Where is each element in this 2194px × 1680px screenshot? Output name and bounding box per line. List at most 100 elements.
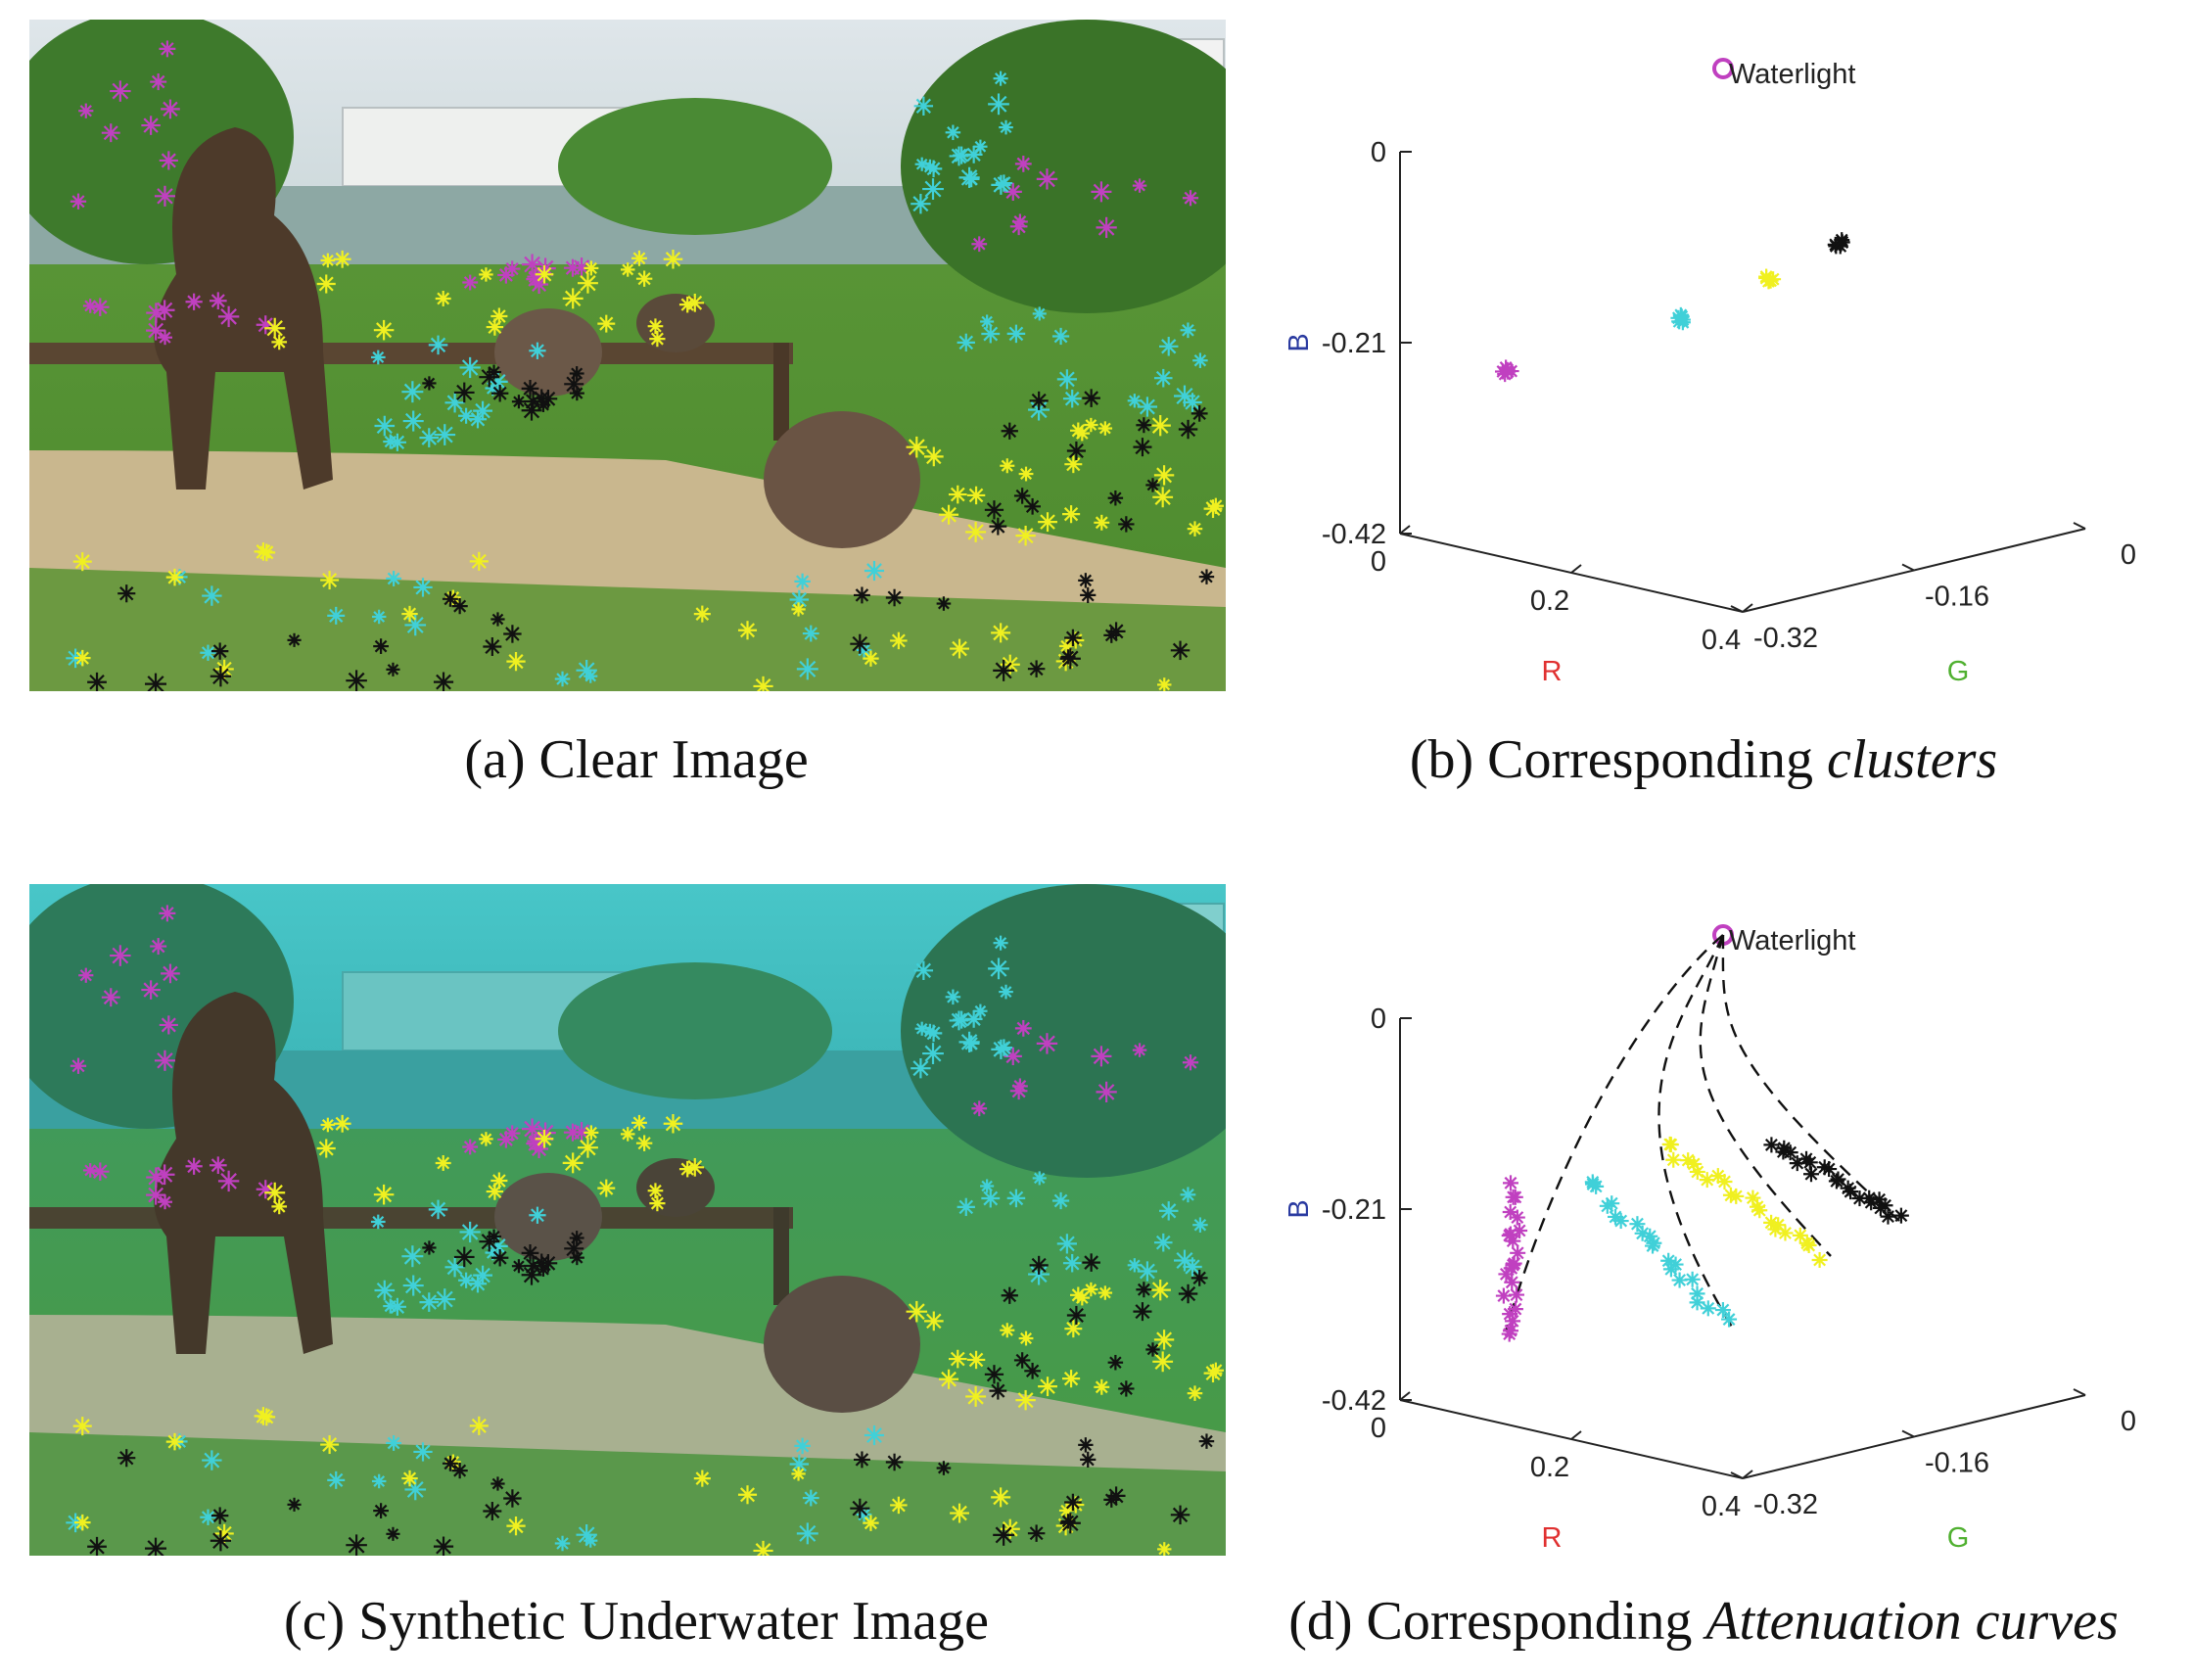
cluster-marker (165, 568, 184, 586)
waterlight-point (1712, 58, 1734, 79)
cluster-marker (564, 374, 584, 395)
cluster-marker (346, 670, 367, 691)
cluster-point (1892, 1207, 1909, 1224)
cluster-marker (1118, 516, 1135, 533)
cluster-marker (370, 1214, 386, 1230)
cluster-point (1684, 1271, 1701, 1287)
cluster-marker (1011, 1078, 1028, 1095)
cluster-marker (1029, 391, 1049, 410)
cluster-marker (459, 356, 481, 379)
cluster-marker (971, 236, 988, 253)
cluster-marker (1032, 1171, 1047, 1186)
cluster-marker (521, 1243, 539, 1262)
axes: -0.42 -0.21 0 0 0.2 0.4 -0.32 -0.16 0 R G B (1284, 1003, 2136, 1554)
cluster-marker (110, 945, 131, 966)
curve-magenta (1504, 934, 1724, 1332)
cluster-marker (217, 305, 240, 328)
cluster-marker (483, 1502, 502, 1521)
cluster-marker (1145, 1342, 1160, 1357)
cluster-marker (1127, 1258, 1142, 1273)
cluster-marker (150, 938, 167, 956)
cluster-marker (984, 500, 1004, 520)
b-axis-label: B (1284, 1199, 1315, 1218)
cluster-marker (497, 1131, 515, 1148)
cluster-marker (569, 1231, 584, 1245)
marker-layer (66, 905, 1225, 1556)
cluster-marker (402, 1275, 424, 1296)
cluster-marker (521, 254, 543, 275)
cluster-marker (159, 151, 178, 170)
cluster-marker (957, 1197, 975, 1217)
caption-b-prefix: (b) Corresponding (1409, 729, 1827, 790)
cluster-marker (988, 93, 1009, 116)
cluster-marker (1015, 1389, 1036, 1411)
cluster-marker (264, 317, 286, 339)
cluster-marker (154, 1050, 175, 1071)
cluster-marker (649, 330, 666, 348)
cluster-marker (980, 314, 995, 329)
cluster-point (1505, 1189, 1521, 1205)
cluster-marker (82, 1163, 98, 1178)
cluster-point (1800, 1237, 1817, 1254)
cluster-marker (753, 1540, 773, 1556)
cluster-marker (404, 1478, 427, 1501)
curve-cyan (1657, 934, 1735, 1330)
cluster-marker (202, 1450, 222, 1470)
cluster-marker (210, 1530, 231, 1552)
cluster-marker (554, 671, 571, 687)
cluster-marker (217, 1170, 240, 1192)
cluster-marker (1137, 397, 1158, 417)
cluster-marker (479, 1132, 493, 1146)
cluster-marker (145, 673, 167, 691)
cluster-marker (577, 1137, 598, 1158)
cluster-marker (468, 1275, 488, 1293)
cluster-marker (569, 366, 584, 381)
cluster-marker (993, 935, 1008, 951)
cluster-marker (910, 193, 931, 214)
cluster-marker (1149, 414, 1171, 437)
b-tick-label: 0 (1371, 137, 1386, 168)
cluster-marker (141, 116, 161, 135)
cluster-marker (72, 1417, 92, 1436)
cluster-marker (487, 364, 502, 380)
cluster-marker (209, 1156, 227, 1175)
caption-c-text: (c) Synthetic Underwater Image (284, 1591, 989, 1652)
cluster-marker (1082, 1253, 1100, 1272)
cluster-marker (529, 1206, 546, 1224)
cluster-marker (1014, 155, 1032, 172)
cluster-marker (991, 623, 1011, 643)
cluster-marker (523, 392, 543, 411)
cluster-marker (453, 1246, 475, 1268)
cluster-marker (320, 1117, 336, 1133)
attenuation-plot: -0.42 -0.21 0 0 0.2 0.4 -0.32 -0.16 0 R G B Waterlig… (1273, 906, 2154, 1571)
b-tick-label: -0.21 (1322, 1194, 1386, 1226)
cluster-marker (413, 578, 433, 597)
cluster-marker (1180, 1187, 1196, 1203)
cluster-marker (271, 1198, 288, 1215)
cluster-marker (863, 1515, 879, 1531)
cluster-marker (483, 637, 502, 657)
cluster-marker (863, 650, 879, 667)
cluster-marker (1094, 514, 1110, 531)
cluster-point (1505, 1233, 1521, 1249)
cluster-marker (923, 1311, 944, 1331)
cluster-marker (678, 1160, 696, 1178)
cluster-marker (1133, 438, 1152, 457)
cluster-marker (1051, 1191, 1070, 1210)
cluster-marker (521, 1118, 543, 1140)
cluster-marker (1207, 1362, 1225, 1378)
cluster-marker (1190, 404, 1208, 422)
clear-image (29, 20, 1226, 691)
cluster-marker (950, 638, 969, 659)
cluster-marker (1013, 488, 1031, 504)
cluster-marker (663, 249, 683, 269)
cluster-marker (965, 521, 987, 542)
cluster-marker (146, 320, 166, 341)
cluster-point (1509, 1209, 1525, 1226)
b-tick-label: -0.42 (1322, 1385, 1386, 1417)
cluster-marker (1082, 389, 1100, 407)
cluster-marker (413, 1442, 433, 1462)
cluster-marker (1187, 521, 1203, 537)
cluster-marker (459, 1221, 481, 1243)
cluster-marker (1001, 422, 1018, 440)
